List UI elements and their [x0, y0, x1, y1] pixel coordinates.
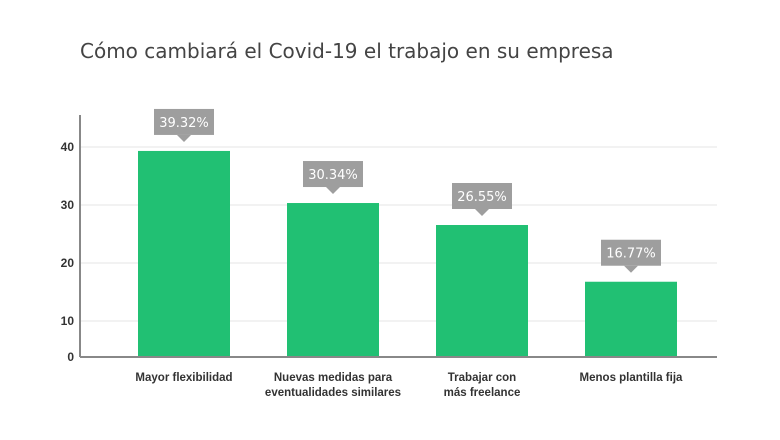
- data-label-box: [601, 239, 661, 266]
- y-tick-label: 20: [61, 256, 75, 270]
- x-category-label: más freelance: [444, 387, 521, 399]
- x-category-label: Nuevas medidas para: [274, 372, 393, 384]
- data-label-box: [452, 183, 512, 210]
- data-label-pointer: [177, 134, 191, 142]
- bar: [436, 225, 528, 357]
- y-tick-label: 40: [61, 140, 75, 154]
- data-label-pointer: [475, 209, 489, 217]
- bar: [138, 150, 230, 357]
- y-tick-label: 30: [61, 198, 75, 212]
- data-label: 26.55%: [457, 190, 507, 205]
- data-label-box: [303, 161, 363, 188]
- data-label: 16.77%: [606, 247, 656, 262]
- data-label-pointer: [326, 187, 340, 195]
- x-category-label: Menos plantilla fija: [580, 372, 683, 384]
- data-label: 39.32%: [159, 116, 209, 131]
- y-tick-label: 10: [61, 314, 75, 328]
- chart-title: Cómo cambiará el Covid-19 el trabajo en …: [80, 39, 614, 63]
- data-label: 30.34%: [308, 168, 358, 183]
- x-category-label: Trabajar con: [448, 372, 516, 384]
- bar: [287, 203, 379, 357]
- data-label-box: [154, 108, 214, 135]
- x-category-label: Mayor flexibilidad: [135, 372, 232, 384]
- data-label-pointer: [624, 265, 638, 273]
- y-tick-label: 0: [67, 350, 74, 364]
- bar: [585, 281, 677, 357]
- x-category-label: eventualidades similares: [265, 387, 401, 399]
